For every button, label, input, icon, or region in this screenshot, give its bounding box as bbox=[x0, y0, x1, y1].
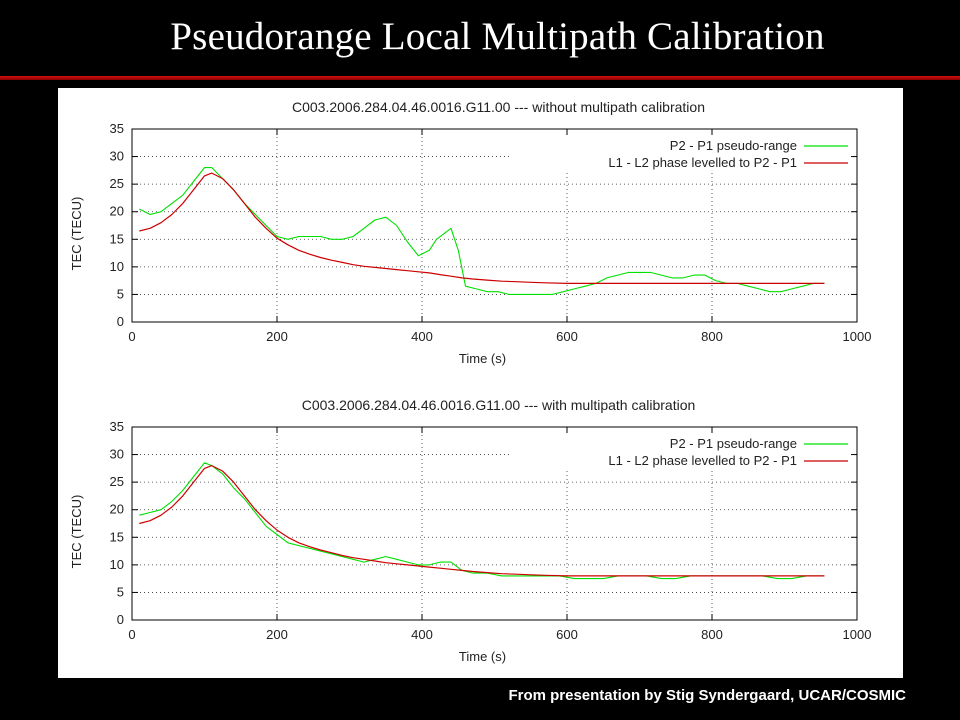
x-tick-label: 0 bbox=[128, 627, 135, 642]
x-tick-label: 200 bbox=[266, 329, 288, 344]
x-tick-label: 800 bbox=[701, 627, 723, 642]
legend-label: L1 - L2 phase levelled to P2 - P1 bbox=[608, 155, 797, 170]
y-tick-label: 25 bbox=[110, 176, 124, 191]
series-line-phase-levelled bbox=[139, 465, 825, 577]
legend-label: P2 - P1 pseudo-range bbox=[670, 436, 797, 451]
y-tick-label: 0 bbox=[117, 314, 124, 329]
chart-title: C003.2006.284.04.46.0016.G11.00 --- with… bbox=[292, 99, 705, 115]
x-tick-label: 800 bbox=[701, 329, 723, 344]
y-tick-label: 0 bbox=[117, 612, 124, 627]
y-axis-label: TEC (TECU) bbox=[69, 197, 84, 271]
y-tick-label: 20 bbox=[110, 502, 124, 517]
y-axis-label: TEC (TECU) bbox=[69, 495, 84, 569]
series-line-phase-levelled bbox=[139, 172, 825, 284]
slide-title: Pseudorange Local Multipath Calibration bbox=[170, 15, 825, 58]
footer-credit: From presentation by Stig Syndergaard, U… bbox=[508, 687, 906, 704]
y-tick-label: 35 bbox=[110, 419, 124, 434]
y-tick-label: 5 bbox=[117, 286, 124, 301]
x-tick-label: 1000 bbox=[843, 627, 872, 642]
legend-box bbox=[512, 433, 853, 469]
x-tick-label: 600 bbox=[556, 627, 578, 642]
y-tick-label: 20 bbox=[110, 204, 124, 219]
x-tick-label: 1000 bbox=[843, 329, 872, 344]
axes-frame bbox=[131, 426, 858, 621]
y-tick-label: 10 bbox=[110, 557, 124, 572]
series-line-pseudo-range bbox=[139, 462, 825, 580]
plots-canvas: C003.2006.284.04.46.0016.G11.00 --- with… bbox=[69, 99, 871, 664]
chart-1: C003.2006.284.04.46.0016.G11.00 --- with… bbox=[69, 99, 871, 366]
y-tick-label: 35 bbox=[110, 121, 124, 136]
x-tick-label: 200 bbox=[266, 627, 288, 642]
y-tick-label: 5 bbox=[117, 584, 124, 599]
series-line-pseudo-range bbox=[139, 167, 825, 295]
title-divider bbox=[0, 76, 960, 80]
y-tick-label: 15 bbox=[110, 529, 124, 544]
x-axis-label: Time (s) bbox=[459, 649, 506, 664]
legend-label: L1 - L2 phase levelled to P2 - P1 bbox=[608, 453, 797, 468]
y-tick-label: 30 bbox=[110, 149, 124, 164]
x-axis-label: Time (s) bbox=[459, 351, 506, 366]
y-tick-label: 30 bbox=[110, 447, 124, 462]
legend-label: P2 - P1 pseudo-range bbox=[670, 138, 797, 153]
legend-box bbox=[512, 135, 853, 171]
y-tick-label: 15 bbox=[110, 231, 124, 246]
y-tick-label: 10 bbox=[110, 259, 124, 274]
x-tick-label: 0 bbox=[128, 329, 135, 344]
y-tick-label: 25 bbox=[110, 474, 124, 489]
chart-title: C003.2006.284.04.46.0016.G11.00 --- with… bbox=[302, 397, 696, 413]
chart-2: C003.2006.284.04.46.0016.G11.00 --- with… bbox=[69, 397, 871, 664]
x-tick-label: 600 bbox=[556, 329, 578, 344]
x-tick-label: 400 bbox=[411, 329, 433, 344]
axes-frame bbox=[131, 128, 858, 323]
plot-panel: C003.2006.284.04.46.0016.G11.00 --- with… bbox=[58, 88, 903, 678]
x-tick-label: 400 bbox=[411, 627, 433, 642]
